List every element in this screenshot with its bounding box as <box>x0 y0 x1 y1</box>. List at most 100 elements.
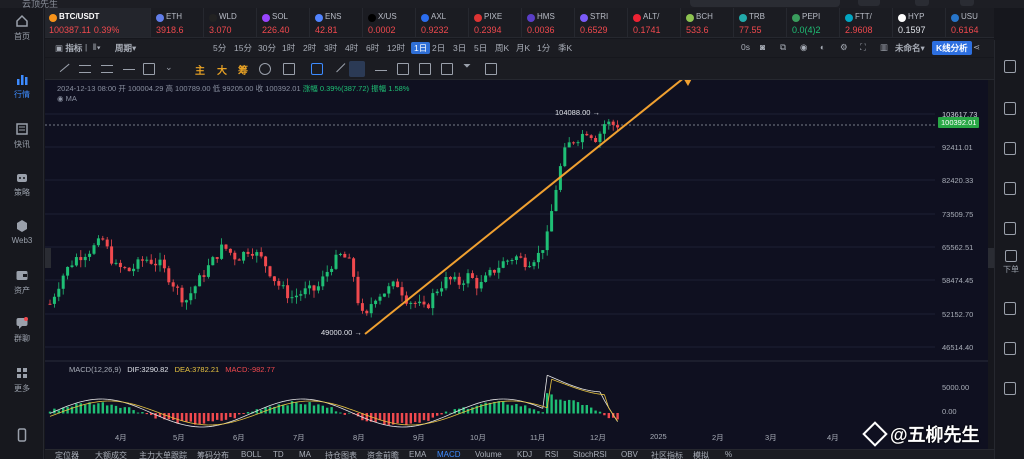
candle-type-button[interactable]: ⫴▾ <box>93 42 101 52</box>
interval-4[interactable]: 2时 <box>303 43 317 53</box>
sidebar-item-strategy[interactable]: 策略 <box>0 170 44 198</box>
trendline-tool-icon[interactable] <box>56 59 70 73</box>
rectangle-tool-icon[interactable] <box>143 63 155 75</box>
interval-0[interactable]: 5分 <box>213 43 227 53</box>
sidebar-item-assets[interactable]: 资产 <box>0 268 44 296</box>
ma-indicator-label[interactable]: ◉ MA <box>57 94 77 103</box>
grid-tool-icon[interactable] <box>283 63 295 75</box>
indicator-tab[interactable]: Volume <box>475 450 502 459</box>
camera-icon[interactable]: ◙ <box>760 42 766 52</box>
indicator-tab[interactable]: 社区指标 <box>651 451 683 459</box>
visibility-icon[interactable] <box>441 63 453 75</box>
interval-6[interactable]: 4时 <box>345 43 359 53</box>
magnet-icon[interactable] <box>311 63 323 75</box>
indicator-tab[interactable]: OBV <box>621 450 638 459</box>
sidebar-item-device[interactable] <box>0 428 44 445</box>
depth-icon[interactable] <box>1004 142 1016 155</box>
indicator-tab[interactable]: EMA <box>409 450 427 459</box>
interval-14[interactable]: 月K <box>516 43 531 53</box>
sidebar-item-group-chat[interactable]: 群聊 <box>0 316 44 344</box>
ticker-tab[interactable]: HMS 0.0036 <box>523 8 575 37</box>
interval-10[interactable]: 2日 <box>432 43 446 53</box>
indicator-tab[interactable]: MA <box>299 450 311 459</box>
measure-icon[interactable] <box>375 63 387 71</box>
ticker-tab[interactable]: FTT/2.9608 <box>841 8 893 37</box>
indicator-tab[interactable]: TD <box>273 450 284 459</box>
ticker-tab[interactable]: HYP 0.1597 <box>894 8 946 37</box>
sidebar-item-more[interactable]: 更多 <box>0 366 44 394</box>
indicator-tab[interactable]: 筹码分布 <box>197 451 229 459</box>
indicator-tab[interactable]: % <box>725 450 733 459</box>
indicator-tab[interactable]: MACD <box>437 450 461 459</box>
ticker-tab[interactable]: ALT/0.1741 <box>629 8 681 37</box>
left-collapse-handle[interactable] <box>45 248 51 268</box>
indicator-tab[interactable]: 大额成交 <box>95 451 127 459</box>
header-button[interactable] <box>858 0 880 6</box>
interval-16[interactable]: 季K <box>558 43 573 53</box>
calculator-icon[interactable] <box>1004 342 1016 355</box>
ticker-tab[interactable]: PIXE 0.2394 <box>470 8 522 37</box>
ticker-tab[interactable]: ENS 42.81 <box>311 8 363 37</box>
header-button[interactable] <box>960 0 974 6</box>
ticker-tab[interactable]: TRB 77.55 <box>735 8 787 37</box>
filter-icon[interactable]: ⏷ <box>463 61 471 72</box>
interval-9[interactable]: 1日 <box>411 42 431 54</box>
indicator-tab[interactable]: 定位器 <box>55 451 79 459</box>
indicators-button[interactable]: ▣ 指标 <box>55 43 83 53</box>
watchlist-icon[interactable] <box>1004 222 1016 235</box>
large-order-tool[interactable]: 大 <box>217 66 227 77</box>
right-collapse-handle[interactable] <box>988 248 994 268</box>
more-tools-icon[interactable]: ⌄ <box>165 62 173 72</box>
indicator-tab[interactable]: 模拟 <box>693 451 709 459</box>
ticker-tab[interactable]: SOL 226.40 <box>258 8 310 37</box>
indicator-tab[interactable]: 主力大单跟踪 <box>139 451 187 459</box>
interval-11[interactable]: 3日 <box>453 43 467 53</box>
interval-12[interactable]: 5日 <box>474 43 488 53</box>
ticker-tab[interactable]: PEPI 0.0(4)2 <box>788 8 840 37</box>
place-order-button[interactable]: 下单 <box>1001 250 1021 275</box>
fullscreen-icon[interactable]: ⛶ <box>860 42 866 52</box>
ticker-tab[interactable]: BTC/USDT 100387.11 0.39% <box>45 8 151 37</box>
copy-icon[interactable] <box>419 63 431 75</box>
candlestick-canvas[interactable] <box>45 80 988 449</box>
sidebar-item-web3[interactable]: Web3 <box>0 219 44 245</box>
trash-icon[interactable] <box>485 63 497 75</box>
layout-dropdown[interactable]: 未命名▾ <box>895 43 925 53</box>
chip-tool[interactable]: 筹 <box>238 66 248 77</box>
interval-13[interactable]: 周K <box>495 43 510 53</box>
interval-7[interactable]: 6时 <box>366 43 380 53</box>
ticker-tab[interactable]: ETH 3918.6 <box>152 8 204 37</box>
ticker-tab[interactable]: STRI 0.6529 <box>576 8 628 37</box>
horizontal-line-icon[interactable] <box>123 63 135 70</box>
channel-icon[interactable] <box>101 65 113 73</box>
main-force-tool[interactable]: 主 <box>195 66 205 77</box>
indicator-tab[interactable]: 持仓图表 <box>325 451 357 459</box>
lock-icon[interactable] <box>397 63 409 75</box>
sidebar-item-home[interactable]: 首页 <box>0 14 44 42</box>
interval-3[interactable]: 1时 <box>282 43 296 53</box>
indicator-tab[interactable]: BOLL <box>241 450 262 459</box>
price-chart[interactable]: 2024-12-13 08:00 开 100004.29 高 100789.00… <box>45 80 988 449</box>
address-search-box[interactable] <box>690 0 840 7</box>
color-icon[interactable]: ◐ <box>820 42 826 52</box>
header-button[interactable] <box>915 0 929 6</box>
template-icon[interactable]: ▥ <box>880 42 889 52</box>
circle-tool-icon[interactable] <box>259 63 271 75</box>
share-icon[interactable]: ⋖ <box>973 42 981 52</box>
indicator-tab[interactable]: 资金前瞻 <box>367 451 399 459</box>
period-dropdown[interactable]: 周期▾ <box>115 43 137 53</box>
interval-2[interactable]: 30分 <box>258 43 276 53</box>
sidebar-item-market[interactable]: 行情 <box>0 72 44 100</box>
info-icon[interactable] <box>1004 182 1016 195</box>
indicator-tab[interactable]: RSI <box>545 450 559 459</box>
ticker-tab[interactable]: AXL 0.9232 <box>417 8 469 37</box>
sidebar-item-news[interactable]: 快讯 <box>0 122 44 150</box>
trades-icon[interactable] <box>1004 102 1016 115</box>
order-book-icon[interactable] <box>1004 60 1016 73</box>
settings-icon[interactable]: ⚙ <box>840 42 848 52</box>
eye-icon[interactable]: ◉ <box>800 42 808 52</box>
pen-icon[interactable] <box>332 59 346 73</box>
interval-8[interactable]: 12时 <box>387 43 405 53</box>
notes-icon[interactable] <box>1004 382 1016 395</box>
interval-15[interactable]: 1分 <box>537 43 551 53</box>
